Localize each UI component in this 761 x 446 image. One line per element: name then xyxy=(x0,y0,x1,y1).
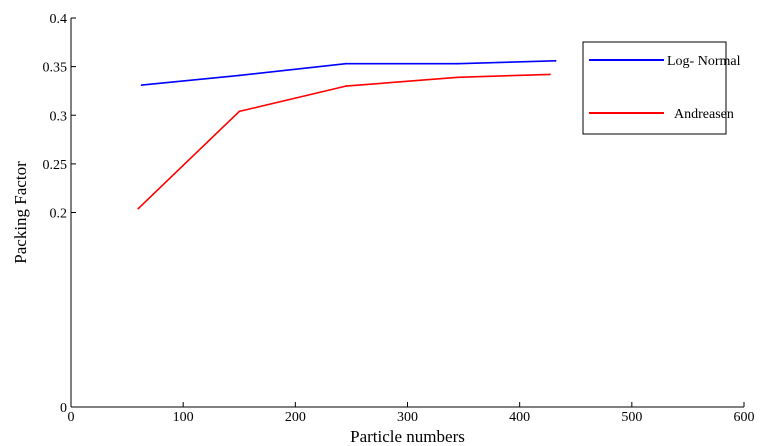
y-tick-label: 0.2 xyxy=(50,207,68,222)
y-tick-label: 0.25 xyxy=(43,158,68,173)
legend-label-log-normal: Log- Normal xyxy=(667,54,741,69)
legend-label-andreasen: Andreasen xyxy=(674,107,734,122)
data-point-andreasen xyxy=(549,73,551,76)
x-tick-label: 0 xyxy=(68,410,75,425)
y-tick-label: 0.4 xyxy=(50,12,68,27)
data-point-andreasen xyxy=(457,76,459,79)
data-point-log-normal xyxy=(238,74,241,77)
data-point-andreasen xyxy=(137,207,140,210)
data-point-log-normal xyxy=(554,59,557,62)
y-axis-ticks: 0 0.2 0.25 0.3 0.35 0.4 xyxy=(43,12,76,416)
data-point-andreasen xyxy=(344,85,347,87)
x-tick-label: 500 xyxy=(621,410,642,425)
x-tick-label: 100 xyxy=(173,410,194,425)
data-point-log-normal xyxy=(344,62,347,65)
legend: Log- Normal Andreasen xyxy=(582,41,741,135)
y-tick-label: 0 xyxy=(60,401,67,416)
x-tick-label: 400 xyxy=(509,410,530,425)
data-point-andreasen xyxy=(238,110,241,113)
x-axis-ticks: 0 100 200 300 400 500 600 xyxy=(68,402,755,425)
y-tick-label: 0.3 xyxy=(50,109,68,124)
data-point-log-normal xyxy=(457,62,459,65)
x-tick-label: 600 xyxy=(734,410,755,425)
x-tick-label: 300 xyxy=(397,410,418,425)
legend-box xyxy=(582,41,727,135)
plot-area xyxy=(137,59,557,210)
data-point-log-normal xyxy=(140,84,143,87)
y-axis-title: Packing Factor xyxy=(11,161,30,264)
x-tick-label: 200 xyxy=(285,410,306,425)
x-axis-title: Particle numbers xyxy=(350,427,465,446)
y-tick-label: 0.35 xyxy=(43,61,68,76)
